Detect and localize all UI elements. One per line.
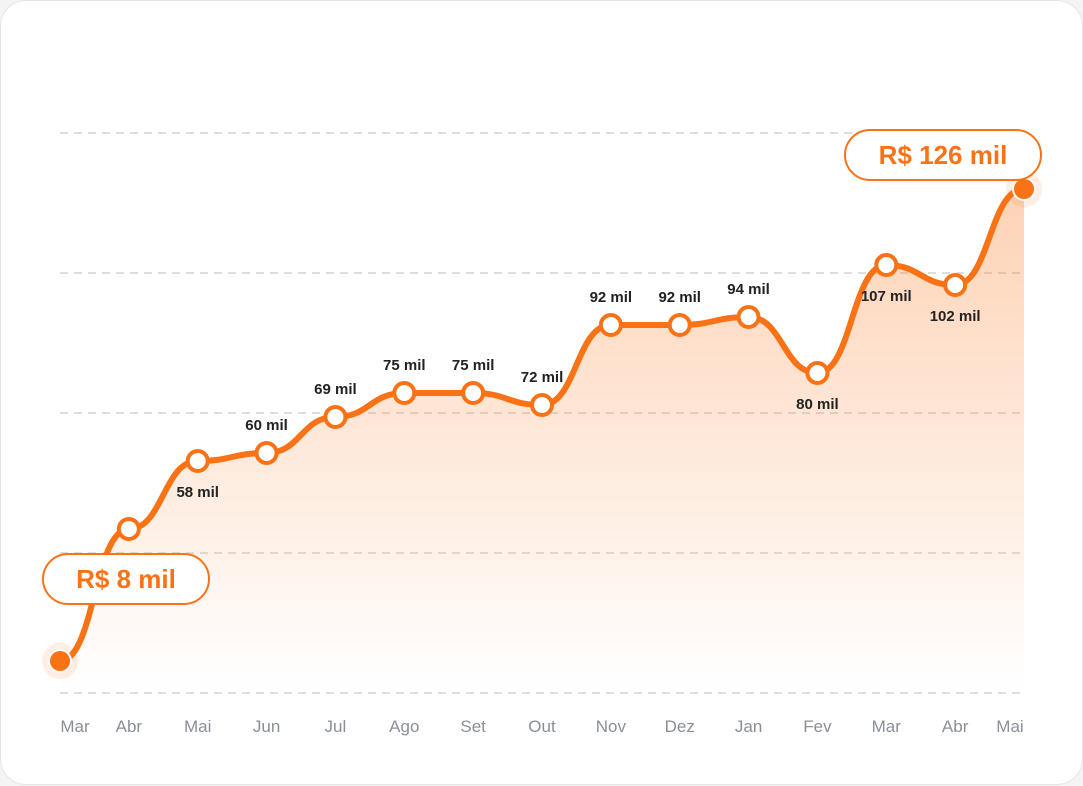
point-label: 92 mil [590,289,633,306]
point-label: 92 mil [658,289,701,306]
x-tick-label: Nov [596,717,627,736]
callout-box [42,553,210,605]
point-marker [943,273,968,297]
point-marker [667,313,692,337]
endpoint-callout: R$ 126 mil [844,129,1042,181]
x-tick-label: Dez [665,717,695,736]
callout-label: R$ 126 mil [879,140,1008,170]
point-marker [530,393,554,417]
point-marker [323,405,348,429]
x-tick-label: Set [460,717,486,736]
point-marker [598,313,623,337]
x-tick-label: Out [528,717,556,736]
point-marker [461,381,486,405]
x-tick-label: Jun [253,717,280,736]
x-tick-label: Abr [942,717,969,736]
point-label: 60 mil [245,417,288,434]
point-label: 58 mil [176,484,219,501]
endpoint-marker [50,651,70,671]
point-marker [254,441,279,465]
point-markers [42,171,1042,679]
x-tick-label: Mai [996,717,1023,736]
endpoint-callout: R$ 8 mil [42,553,210,605]
x-tick-label: Fev [803,717,832,736]
x-tick-label: Mar [60,717,90,736]
point-marker [392,381,417,405]
point-marker [874,253,899,277]
x-tick-label: Mai [184,717,211,736]
x-tick-label: Mar [872,717,902,736]
callout-box [844,129,1042,181]
point-label: 94 mil [727,281,770,298]
x-axis-ticks: Mar Abr Mai Jun Jul Ago Set Out Nov Dez Jan Fev Mar A… [60,717,1023,736]
x-tick-label: Ago [389,717,419,736]
point-label: 75 mil [452,357,495,374]
point-marker [185,449,210,473]
point-marker [736,305,761,329]
point-marker [116,517,141,541]
x-tick-label: Jan [735,717,762,736]
x-tick-label: Jul [325,717,347,736]
point-label: 75 mil [383,357,426,374]
point-label: 80 mil [796,396,839,413]
point-label: 72 mil [521,369,564,386]
callout-label: R$ 8 mil [76,564,176,594]
x-tick-label: Abr [116,717,143,736]
point-label: 107 mil [861,288,912,305]
point-label: 102 mil [930,308,981,325]
area-fill [60,189,1024,693]
endpoint-marker [1014,179,1034,199]
point-label: 69 mil [314,381,357,398]
point-marker [805,361,830,385]
